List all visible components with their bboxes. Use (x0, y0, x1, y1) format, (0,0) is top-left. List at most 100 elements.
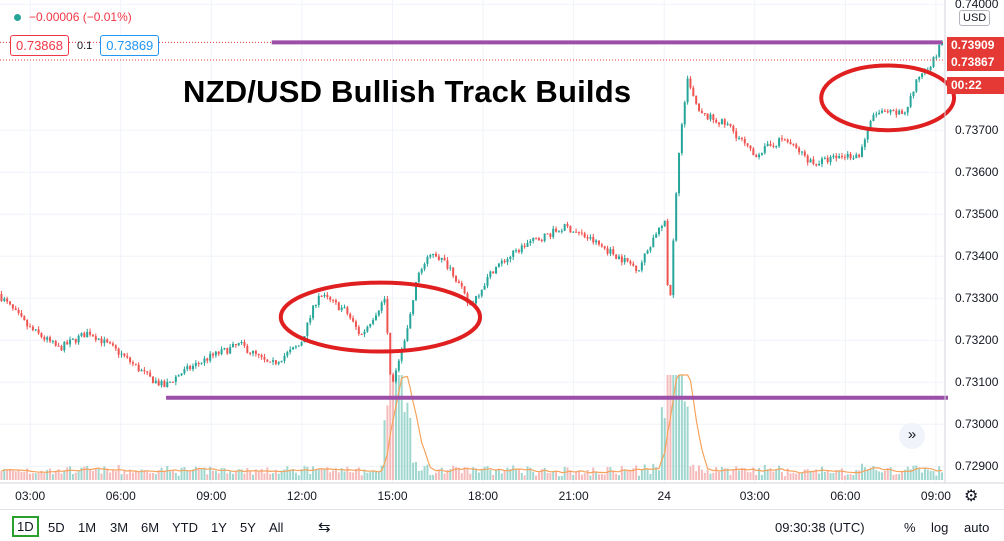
volume-bar (852, 475, 855, 480)
candle-body (269, 361, 272, 363)
range-3m-button[interactable]: 3M (110, 520, 129, 535)
candle-body (626, 258, 629, 262)
time-tick-label: 09:00 (921, 489, 951, 503)
volume-bar (186, 470, 189, 480)
volume-bar (123, 470, 126, 480)
clock[interactable]: 09:30:38 (UTC) (775, 520, 865, 535)
candle-body (552, 228, 555, 238)
candle-body (280, 360, 283, 363)
candle-body (237, 343, 240, 346)
range-6m-button[interactable]: 6M (141, 520, 160, 535)
currency-badge[interactable]: USD (959, 10, 991, 26)
volume-bar (154, 474, 157, 480)
candle-body (523, 245, 526, 247)
range-1d-button[interactable]: 1D (12, 516, 39, 537)
volume-bar (592, 467, 595, 480)
candle-body (706, 113, 709, 120)
candle-body (286, 352, 289, 356)
buy-price-button[interactable]: 0.73869 (100, 35, 160, 56)
candle-body (383, 299, 386, 303)
volume-bar (57, 469, 60, 480)
auto-toggle[interactable]: auto (964, 520, 990, 535)
candle-body (9, 301, 12, 305)
volume-bar (257, 471, 260, 480)
range-5d-button[interactable]: 5D (48, 520, 65, 535)
candle-body (517, 250, 520, 253)
candle-body (720, 119, 723, 125)
candle-body (306, 322, 309, 337)
candle-body (612, 249, 615, 255)
volume-bar (672, 375, 675, 480)
volume-bar (435, 472, 438, 480)
range-1m-button[interactable]: 1M (78, 520, 97, 535)
volume-bar (629, 469, 632, 480)
candle-body (452, 267, 455, 277)
volume-bar (31, 473, 34, 480)
range-5y-button[interactable]: 5Y (240, 520, 256, 535)
range-ytd-button[interactable]: YTD (172, 520, 198, 535)
sell-price-button[interactable]: 0.73868 (10, 35, 69, 56)
date-range-icon[interactable]: ⇆ (318, 519, 331, 536)
percent-toggle[interactable]: % (904, 520, 916, 535)
volume-bar (340, 468, 343, 480)
volume-bar (203, 467, 206, 480)
candle-body (786, 139, 789, 143)
price-tick-label: 0.73500 (955, 207, 999, 221)
volume-bar (532, 471, 535, 480)
volume-bar (177, 475, 180, 480)
volume-bar (572, 474, 575, 480)
price-tick-label: 0.73700 (955, 123, 999, 137)
range-1y-button[interactable]: 1Y (211, 520, 227, 535)
candle-body (755, 155, 758, 158)
volume-bar (580, 474, 583, 480)
volume-bar (11, 470, 14, 480)
candle-body (800, 151, 803, 153)
log-toggle[interactable]: log (931, 520, 949, 535)
annotations (166, 40, 957, 400)
volume-bar (214, 470, 217, 480)
bottom-toolbar: 1D 5D 1M 3M 6M YTD 1Y 5Y All ⇆ 09:30:38 … (0, 509, 1004, 541)
candle-body (214, 351, 217, 356)
volume-bar (769, 468, 772, 480)
candle-body (569, 226, 572, 233)
volume-bar (303, 466, 306, 480)
scroll-to-realtime-button[interactable]: » (899, 423, 925, 449)
volume-bar (918, 468, 921, 480)
candle-body (680, 124, 683, 154)
volume-bar (792, 472, 795, 480)
volume-bar (746, 471, 749, 480)
candle-body (889, 109, 892, 113)
candle-body (649, 247, 652, 251)
volume-bar (577, 470, 580, 480)
candle-body (449, 267, 452, 269)
candle-body (886, 111, 889, 113)
candle-body (63, 341, 66, 351)
candle-body (354, 321, 357, 327)
volume-bar (226, 473, 229, 480)
candle-body (100, 338, 103, 344)
candle-body (149, 372, 152, 377)
candle-body (520, 245, 523, 253)
volume-bar (638, 475, 641, 480)
candle-body (692, 87, 695, 97)
candle-body (735, 131, 738, 139)
candle-body (872, 115, 875, 122)
gear-icon[interactable]: ⚙ (964, 488, 979, 505)
volume-bar (334, 468, 337, 480)
volume-bar (832, 473, 835, 480)
volume-bar (357, 467, 360, 480)
volume-bar (863, 467, 866, 480)
candle-body (14, 308, 17, 310)
candle-body (758, 154, 761, 158)
volume-bar (397, 375, 400, 480)
candle-body (34, 329, 37, 331)
volume-bar (523, 475, 526, 480)
candle-body (346, 307, 349, 314)
volume-bar (692, 464, 695, 480)
volume-bar (360, 475, 363, 480)
candle-body (480, 289, 483, 296)
time-tick-label: 03:00 (740, 489, 770, 503)
volume-bar (91, 470, 94, 480)
range-all-button[interactable]: All (269, 520, 284, 535)
